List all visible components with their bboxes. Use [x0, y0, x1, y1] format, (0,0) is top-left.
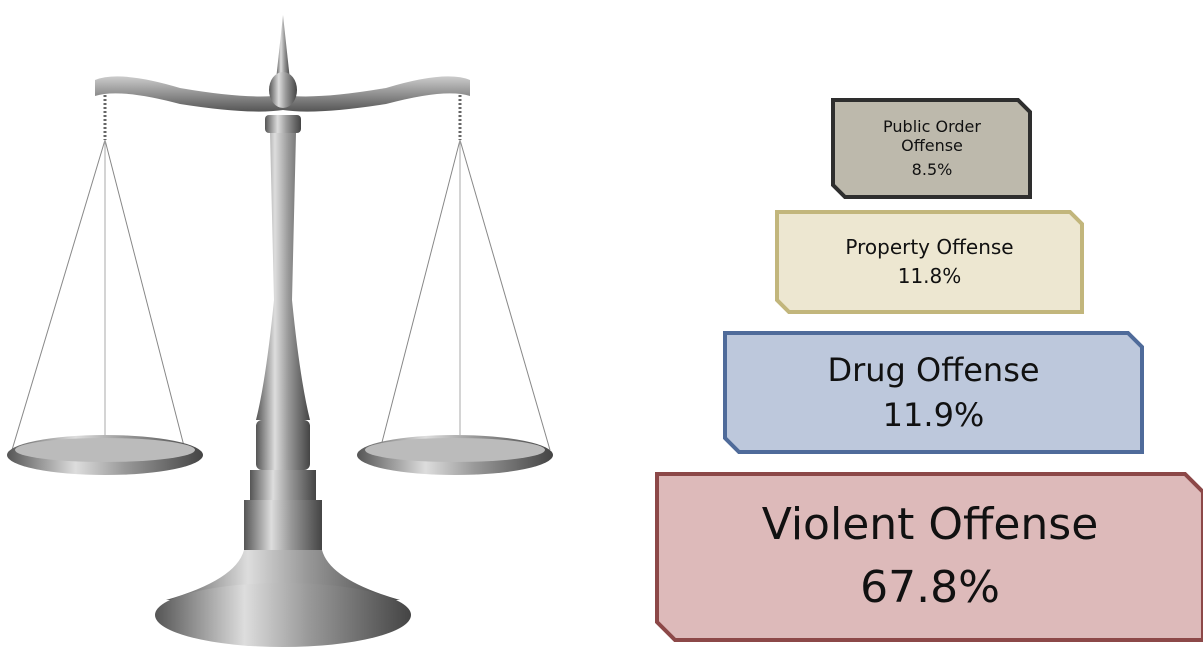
box-public-order	[831, 98, 1032, 199]
node-label: Public Order Offense	[883, 117, 981, 155]
node-label: Property Offense	[845, 235, 1014, 259]
node-label: Drug Offense	[827, 350, 1040, 389]
node-text: Drug Offense 11.9%	[725, 335, 1142, 450]
node-label: Violent Offense	[761, 499, 1099, 551]
node-value: 11.9%	[882, 395, 985, 434]
node-value: 11.8%	[897, 264, 962, 288]
scales-illustration	[7, 15, 553, 647]
node-value: 8.5%	[911, 160, 953, 180]
node-value: 67.8%	[860, 562, 1000, 613]
node-text: Property Offense 11.8%	[777, 214, 1082, 310]
node-text: Violent Offense 67.8%	[657, 476, 1203, 638]
node-text: Public Order Offense 8.5%	[870, 104, 994, 194]
box-drug	[723, 331, 1144, 454]
box-property	[775, 210, 1084, 314]
box-violent	[655, 472, 1203, 642]
